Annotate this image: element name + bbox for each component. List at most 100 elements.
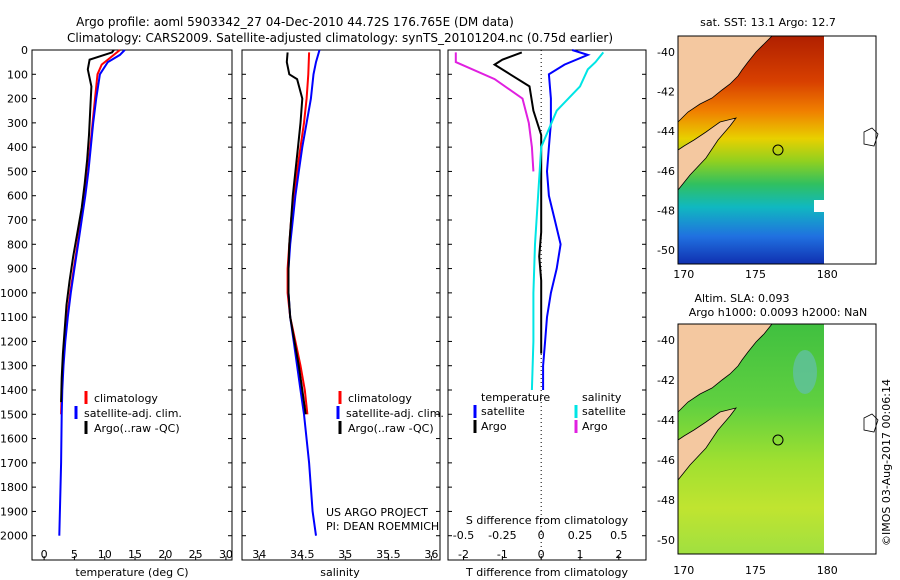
series-satellite — [58, 49, 126, 536]
lat-tick-label: -44 — [657, 414, 675, 427]
banks-peninsula-land — [677, 117, 737, 192]
x-tick-label: 15 — [128, 548, 142, 561]
depth-tick-label: 200 — [7, 93, 28, 106]
x2-tick-label: -0.5 — [453, 529, 474, 542]
lat-tick-label: -46 — [657, 165, 675, 178]
x2-tick-label: 0.5 — [610, 529, 628, 542]
lat-tick-label: -42 — [657, 86, 675, 99]
sla-map-title-line2: Argo h1000: 0.0093 h2000: NaN — [689, 306, 868, 319]
lat-tick-label: -48 — [657, 204, 675, 217]
x-tick-label: 30 — [219, 548, 233, 561]
depth-tick-label: 1700 — [0, 457, 28, 470]
depth-tick-label: 0 — [21, 44, 28, 57]
legend-label-climatology: climatology — [348, 392, 412, 405]
sst-gap — [814, 200, 824, 212]
temperature-xlabel: temperature (deg C) — [75, 566, 188, 579]
x-tick-label: 20 — [158, 548, 172, 561]
depth-tick-label: 500 — [7, 165, 28, 178]
salinity-xlabel: salinity — [320, 566, 360, 579]
sla-argo-marker — [772, 434, 784, 446]
south-island-land — [677, 323, 773, 413]
salinity-axes — [241, 49, 441, 561]
figure-title-line1: Argo profile: aoml 5903342_27 04-Dec-201… — [76, 15, 514, 29]
sst-map-title: sat. SST: 13.1 Argo: 12.7 — [700, 16, 836, 29]
legend-title-salinity: salinity — [582, 391, 622, 404]
x-tick-label: 5 — [71, 548, 78, 561]
sla-anomaly — [793, 350, 817, 394]
depth-tick-label: 800 — [7, 238, 28, 251]
difference-plot: -2 -1 0 1 2 -0.5 -0.25 0 0.25 0.5 — [453, 49, 628, 561]
depth-tick-label: 900 — [7, 263, 28, 276]
lat-tick-label: -44 — [657, 125, 675, 138]
temperature-plot: 0 5 10 15 20 25 30 — [41, 49, 233, 561]
t-diff-xlabel: T difference from climatology — [465, 566, 628, 579]
lat-tick-label: -46 — [657, 454, 675, 467]
series-argo — [285, 52, 307, 415]
legend-label-s-argo: Argo — [582, 420, 608, 433]
sla-no-data — [824, 324, 876, 554]
x-tick-label: 2 — [615, 548, 622, 561]
x-tick-label: 0 — [41, 548, 48, 561]
x2-tick-label: 0 — [538, 529, 545, 542]
lon-tick-label: 175 — [745, 268, 766, 281]
series-s-argo — [454, 52, 535, 172]
sla-map — [677, 323, 879, 555]
difference-axes — [447, 49, 647, 561]
legend-label-satellite: satellite-adj. clim. — [84, 407, 182, 420]
x-tick-label: 34.5 — [290, 548, 315, 561]
depth-tick-label: 100 — [7, 68, 28, 81]
lat-tick-label: -42 — [657, 374, 675, 387]
project-annotation: US ARGO PROJECT — [326, 506, 428, 519]
south-island-land — [677, 35, 773, 123]
x-tick-label: 10 — [98, 548, 112, 561]
depth-tick-label: 1200 — [0, 335, 28, 348]
legend-label-argo: Argo(..raw -QC) — [94, 422, 180, 435]
depth-tick-label: 1900 — [0, 505, 28, 518]
x-tick-label: 0 — [538, 548, 545, 561]
figure-title-line2: Climatology: CARS2009. Satellite-adjuste… — [67, 31, 613, 45]
depth-tick-label: 1400 — [0, 384, 28, 397]
lon-tick-label: 180 — [817, 564, 838, 577]
x-tick-label: 36 — [424, 548, 438, 561]
x-tick-label: 35 — [338, 548, 352, 561]
lat-tick-label: -40 — [657, 46, 675, 59]
difference-legend: temperature satellite Argo salinity sate… — [473, 391, 626, 433]
series-s-satellite — [530, 51, 605, 391]
x-tick-label: 35.5 — [376, 548, 401, 561]
depth-tick-label: 2000 — [0, 530, 28, 543]
sla-map-frame — [677, 323, 877, 555]
series-argo — [60, 49, 115, 403]
salinity-plot: 34 34.5 35 35.5 36 — [252, 49, 438, 561]
depth-tick-label: 700 — [7, 214, 28, 227]
temperature-axes — [31, 49, 233, 561]
lat-tick-label: -50 — [657, 244, 675, 257]
x-tick-label: 25 — [189, 548, 203, 561]
imos-credit: ©IMOS 03-Aug-2017 00:06:14 — [880, 379, 893, 546]
depth-tick-label: 300 — [7, 117, 28, 130]
x-tick-label: 1 — [577, 548, 584, 561]
legend-label-argo: Argo(..raw -QC) — [348, 422, 434, 435]
series-t-argo — [492, 51, 543, 354]
depth-tick-label: 1500 — [0, 408, 28, 421]
depth-tick-label: 400 — [7, 141, 28, 154]
depth-tick-label: 1800 — [0, 481, 28, 494]
x-tick-label: 34 — [252, 548, 266, 561]
depth-tick-labels: 0 100 200 300 400 500 600 700 800 900 1000 1100 1200… — [0, 44, 646, 543]
lat-tick-label: -48 — [657, 494, 675, 507]
sst-no-data — [824, 36, 876, 264]
legend-label-climatology: climatology — [94, 392, 158, 405]
sla-map-title-line1: Altim. SLA: 0.093 — [694, 292, 789, 305]
legend-label-t-argo: Argo — [481, 420, 507, 433]
legend-title-temperature: temperature — [481, 391, 550, 404]
lon-tick-label: 180 — [817, 268, 838, 281]
depth-tick-label: 600 — [7, 190, 28, 203]
sst-map — [677, 35, 879, 265]
banks-peninsula-land — [677, 407, 737, 482]
depth-tick-label: 1000 — [0, 287, 28, 300]
pi-annotation: PI: DEAN ROEMMICH — [326, 520, 439, 533]
x2-tick-label: -0.25 — [488, 529, 516, 542]
legend-label-t-satellite: satellite — [481, 405, 525, 418]
s-diff-xlabel: S difference from climatology — [466, 514, 629, 527]
lon-tick-label: 170 — [673, 564, 694, 577]
